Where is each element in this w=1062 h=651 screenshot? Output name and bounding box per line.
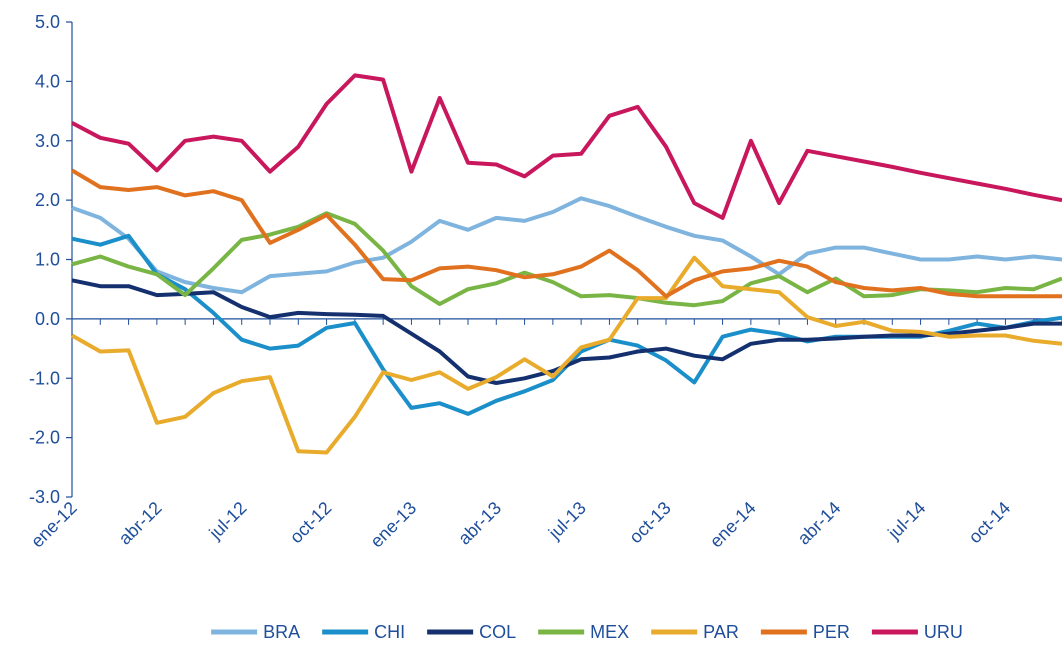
x-tick-label: oct-13 [625,498,675,548]
legend-label: COL [479,622,516,642]
y-tick-label: 4.0 [35,71,60,91]
legend-label: PAR [703,622,739,642]
y-tick-label: 1.0 [35,250,60,270]
x-tick-label: jul-13 [544,498,590,544]
x-tick-label: abr-12 [115,498,166,549]
x-tick-label: abr-14 [794,498,845,549]
x-tick-label: abr-13 [454,498,505,549]
legend-label: MEX [590,622,629,642]
series-line [71,196,1062,295]
y-tick-label: -3.0 [29,487,60,507]
x-tick-label: jul-12 [205,498,251,544]
y-tick-label: 2.0 [35,190,60,210]
legend-label: CHI [374,622,405,642]
y-tick-label: -2.0 [29,428,60,448]
x-tick-label: ene-13 [366,498,420,552]
x-tick-label: ene-14 [706,498,760,552]
series-line [70,168,1062,299]
legend-label: URU [924,622,963,642]
series-line [71,278,1062,385]
y-tick-label: 3.0 [35,131,60,151]
legend-label: PER [813,622,850,642]
y-tick-label: -1.0 [29,368,60,388]
series-line [71,211,1062,308]
x-tick-label: oct-12 [286,498,336,548]
x-tick-label: jul-14 [883,498,929,544]
series-line [71,255,1062,455]
y-tick-label: 0.0 [35,309,60,329]
y-tick-label: 5.0 [35,12,60,32]
series-line [71,73,1062,220]
legend-label: BRA [263,622,300,642]
x-tick-label: oct-14 [965,498,1015,548]
